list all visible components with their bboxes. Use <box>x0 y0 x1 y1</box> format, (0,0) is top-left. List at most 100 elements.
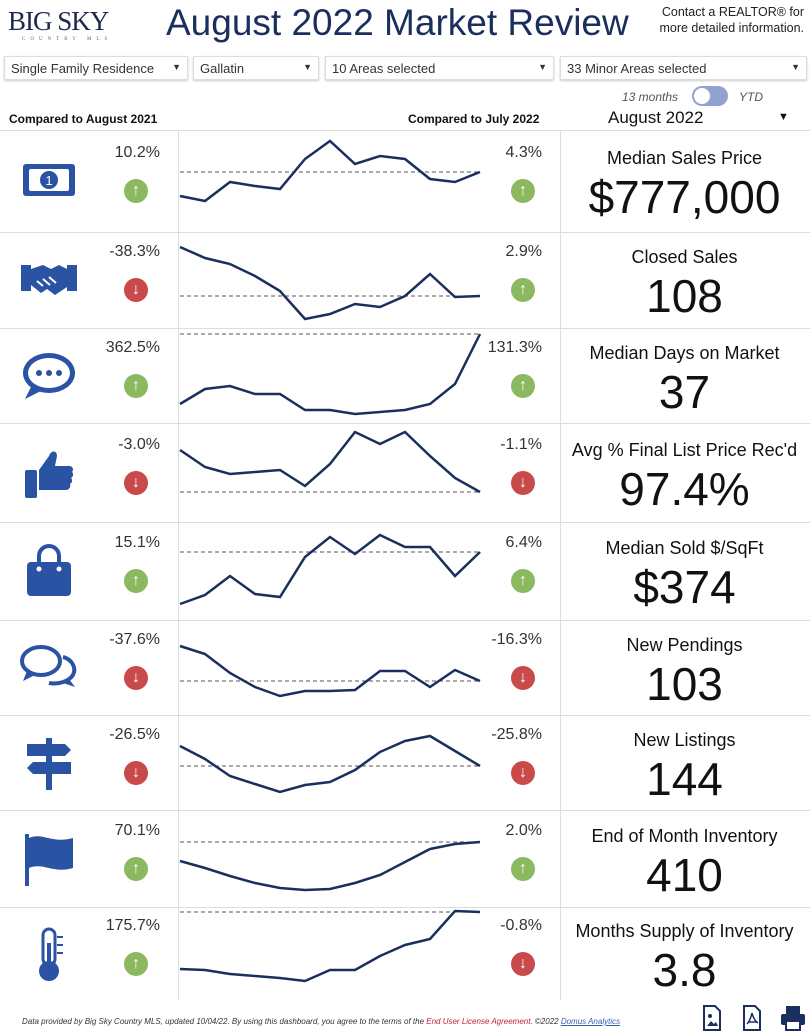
logo-text: BIG SKY <box>8 6 109 36</box>
yoy-change: -38.3% <box>109 243 160 260</box>
metric-row: 175.7% ↑ -0.8% ↓ Months Supply of Invent… <box>0 907 810 1000</box>
areas-dropdown[interactable]: 10 Areas selected ▼ <box>325 56 554 80</box>
logo-sub: COUNTRY MLS <box>22 37 113 42</box>
yoy-change: 10.2% <box>114 144 160 161</box>
signpost-icon <box>27 737 71 790</box>
month-value: August 2022 <box>608 108 704 127</box>
metric-label: Median Sold $/SqFt <box>605 538 764 558</box>
county-dropdown[interactable]: Gallatin ▼ <box>193 56 319 80</box>
metric-label: New Listings <box>633 729 736 750</box>
arrow-up-icon: ↑ <box>124 856 148 881</box>
metric-label: Median Days on Market <box>589 342 780 363</box>
chevron-down-icon: ▼ <box>303 62 312 72</box>
metric-row: -26.5% ↓ -25.8% ↓ New Listings 144 <box>0 715 810 810</box>
flag-icon <box>25 833 73 886</box>
arrow-down-icon: ↓ <box>511 665 535 690</box>
compared-year-label: Compared to August 2021 <box>9 112 158 126</box>
arrow-down-icon: ↓ <box>511 470 535 495</box>
metric-value: $374 <box>633 561 736 613</box>
footer-disclaimer: Data provided by Big Sky Country MLS, up… <box>22 1017 427 1026</box>
eula-link[interactable]: End User License Agreement <box>426 1017 531 1026</box>
metric-value: 144 <box>646 752 723 805</box>
mom-change: 6.4% <box>505 534 542 551</box>
money-icon: 1 <box>23 164 75 196</box>
trend-sparkline <box>179 430 481 494</box>
trend-line <box>179 430 481 494</box>
arrow-down-icon: ↓ <box>124 470 148 495</box>
trend-sparkline <box>179 909 481 983</box>
footer-copyright: . ©2022 <box>530 1017 561 1026</box>
yoy-change: 362.5% <box>105 338 160 356</box>
month-selector[interactable]: August 2022 ▼ <box>608 108 789 128</box>
dropdown-value: 33 Minor Areas selected <box>567 61 707 76</box>
property-type-dropdown[interactable]: Single Family Residence ▼ <box>4 56 188 80</box>
metric-row: 1 10.2% ↑ 4.3% ↑ Median Sales Price $777… <box>0 130 810 232</box>
arrow-up-icon: ↑ <box>124 951 148 976</box>
shopping-bag-icon <box>27 544 71 596</box>
metric-value: 103 <box>646 657 723 710</box>
arrow-up-icon: ↑ <box>511 569 535 593</box>
trend-line <box>179 734 481 794</box>
metric-label: End of Month Inventory <box>591 825 778 846</box>
domus-analytics-link[interactable]: Domus Analytics <box>560 1017 621 1026</box>
metric-row: 70.1% ↑ 2.0% ↑ End of Month Inventory 41… <box>0 810 810 907</box>
trend-sparkline <box>179 644 481 698</box>
mom-change: -25.8% <box>491 725 542 743</box>
metric-value: 3.8 <box>652 943 717 996</box>
compared-month-label: Compared to July 2022 <box>408 112 540 126</box>
mom-change: -1.1% <box>500 435 542 453</box>
toggle-label-ytd: YTD <box>739 90 763 104</box>
mom-change: 2.9% <box>505 243 542 260</box>
metric-value: 108 <box>646 270 723 322</box>
metric-value: 97.4% <box>619 462 750 515</box>
metric-label: New Pendings <box>626 634 743 655</box>
arrow-down-icon: ↓ <box>124 278 148 302</box>
trend-line <box>179 533 481 606</box>
divider <box>560 130 561 1000</box>
metric-row: -38.3% ↓ 2.9% ↑ Closed Sales 108 <box>0 232 810 328</box>
metric-value: 410 <box>646 848 723 901</box>
metric-value: $777,000 <box>588 171 781 223</box>
arrow-up-icon: ↑ <box>511 373 535 398</box>
dropdown-value: Single Family Residence <box>11 61 155 76</box>
arrow-up-icon: ↑ <box>511 278 535 302</box>
metric-row: -3.0% ↓ -1.1% ↓ Avg % Final List Price R… <box>0 423 810 522</box>
metric-value: 37 <box>658 365 711 418</box>
arrow-up-icon: ↑ <box>124 373 148 398</box>
arrow-down-icon: ↓ <box>511 760 535 785</box>
arrow-up-icon: ↑ <box>511 179 535 203</box>
export-pdf-icon[interactable] <box>740 1005 764 1031</box>
trend-line <box>179 139 481 203</box>
yoy-change: 70.1% <box>114 821 160 839</box>
export-image-icon[interactable] <box>700 1005 724 1031</box>
trend-line <box>179 840 481 892</box>
arrow-down-icon: ↓ <box>124 760 148 785</box>
print-icon[interactable] <box>780 1005 806 1031</box>
mom-change: 2.0% <box>505 821 542 839</box>
thermometer-icon <box>39 927 63 981</box>
contact-realtor-text: Contact a REALTOR® for more detailed inf… <box>659 5 804 35</box>
minor-areas-dropdown[interactable]: 33 Minor Areas selected ▼ <box>560 56 807 80</box>
arrow-down-icon: ↓ <box>124 665 148 690</box>
metric-label: Closed Sales <box>631 247 738 267</box>
trend-sparkline <box>179 734 481 794</box>
metric-label: Median Sales Price <box>606 148 763 168</box>
chat-bubble-icon <box>23 352 75 399</box>
yoy-change: 15.1% <box>114 534 160 551</box>
handshake-icon <box>21 265 77 295</box>
trend-sparkline <box>179 333 482 416</box>
arrow-up-icon: ↑ <box>124 569 148 593</box>
trend-line <box>179 909 481 983</box>
dropdown-value: 10 Areas selected <box>332 61 436 76</box>
arrow-up-icon: ↑ <box>511 856 535 881</box>
metric-label: Avg % Final List Price Rec'd <box>571 439 798 460</box>
page-title: August 2022 Market Review <box>166 2 629 43</box>
trend-sparkline <box>179 533 481 606</box>
yoy-change: 175.7% <box>105 916 160 934</box>
arrow-down-icon: ↓ <box>511 951 535 976</box>
yoy-change: -3.0% <box>118 435 160 453</box>
chevron-down-icon: ▼ <box>172 62 181 72</box>
trend-sparkline <box>179 840 481 892</box>
trend-line <box>179 644 481 698</box>
period-toggle[interactable] <box>692 86 728 106</box>
